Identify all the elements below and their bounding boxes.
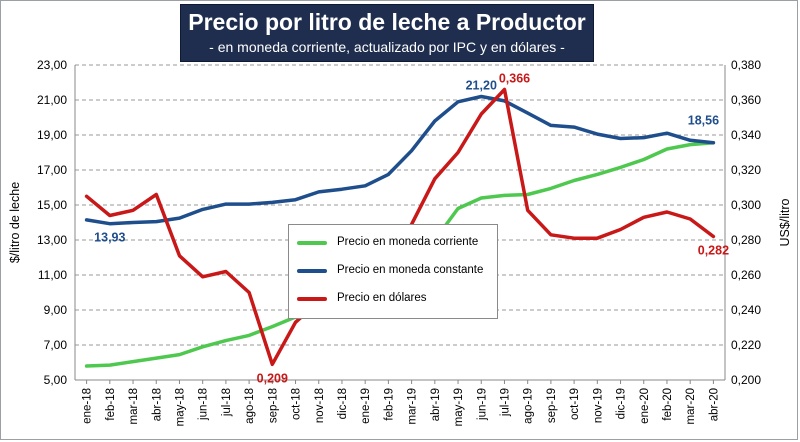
- data-label: 0,209: [257, 371, 288, 385]
- x-tick-label: may-18: [174, 388, 186, 426]
- x-tick-label: ene-18: [82, 388, 94, 424]
- legend-item-corriente: Precio en moneda corriente: [295, 234, 495, 252]
- y-right-tick-label: 0,320: [731, 163, 761, 177]
- y-axis-right-title: US$/litro: [778, 198, 792, 246]
- y-left-tick-label: 9,00: [44, 303, 68, 317]
- x-tick-label: feb-19: [383, 388, 395, 421]
- x-tick-label: may-19: [453, 388, 465, 426]
- x-tick-label: dic-19: [616, 388, 628, 419]
- x-tick-label: mar-20: [685, 388, 697, 424]
- y-right-tick-label: 0,280: [731, 233, 761, 247]
- y-left-tick-label: 19,00: [37, 128, 67, 142]
- data-label: 18,56: [688, 114, 719, 128]
- x-tick-label: mar-19: [407, 388, 419, 424]
- x-tick-label: ene-19: [360, 388, 372, 424]
- x-tick-label: oct-19: [569, 388, 581, 420]
- x-tick-label: sep-19: [546, 388, 558, 423]
- data-label: 21,20: [466, 79, 497, 93]
- chart-subtitle: - en moneda corriente, actualizado por I…: [209, 39, 565, 55]
- y-right-tick-label: 0,220: [731, 338, 761, 352]
- y-left-tick-label: 17,00: [37, 163, 67, 177]
- x-tick-label: ago-19: [523, 388, 535, 424]
- legend-label-constante: Precio en moneda constante: [337, 264, 484, 276]
- y-right-tick-label: 0,360: [731, 93, 761, 107]
- legend-swatch-dolares: [297, 297, 327, 301]
- x-tick-label: dic-18: [337, 388, 349, 419]
- x-tick-label: mar-18: [128, 388, 140, 424]
- legend-label-corriente: Precio en moneda corriente: [337, 236, 479, 248]
- y-left-tick-label: 15,00: [37, 198, 67, 212]
- legend-swatch-constante: [297, 269, 327, 273]
- series-line-1: [84, 94, 716, 226]
- x-tick-label: nov-18: [314, 388, 326, 423]
- y-right-tick-label: 0,240: [731, 303, 761, 317]
- x-tick-label: abr-18: [151, 388, 163, 421]
- x-tick-label: nov-19: [592, 388, 604, 423]
- x-tick-label: feb-20: [662, 388, 674, 421]
- y-right-tick-label: 0,380: [731, 58, 761, 72]
- legend-swatch-corriente: [297, 241, 327, 245]
- y-right-tick-label: 0,200: [731, 373, 761, 387]
- data-label: 0,282: [698, 244, 729, 258]
- title-box: Precio por litro de leche a Productor - …: [180, 4, 594, 62]
- x-tick-label: ago-18: [244, 388, 256, 424]
- legend-item-constante: Precio en moneda constante: [295, 262, 495, 280]
- data-label: 13,93: [94, 231, 125, 245]
- y-axis-left-title: $/litro de leche: [8, 182, 22, 263]
- x-tick-label: jul-18: [221, 388, 233, 417]
- data-label: 0,366: [499, 72, 530, 86]
- y-left-tick-label: 21,00: [37, 93, 67, 107]
- y-left-tick-label: 13,00: [37, 233, 67, 247]
- chart-title: Precio por litro de leche a Productor: [188, 9, 586, 35]
- x-tick-label: abr-20: [708, 388, 720, 421]
- x-tick-label: feb-18: [105, 388, 117, 421]
- x-tick-label: abr-19: [430, 388, 442, 421]
- legend-item-dolares: Precio en dólares: [295, 290, 495, 308]
- x-tick-label: oct-18: [291, 388, 303, 420]
- legend-label-dolares: Precio en dólares: [337, 292, 427, 304]
- y-left-tick-label: 5,00: [44, 373, 68, 387]
- legend: Precio en moneda corriente Precio en mon…: [288, 224, 498, 319]
- x-tick-label: jun-19: [476, 388, 488, 421]
- y-left-tick-label: 7,00: [44, 338, 68, 352]
- y-left-tick-label: 11,00: [38, 268, 67, 282]
- y-left-tick-label: 23,00: [37, 58, 67, 72]
- x-tick-label: ene-20: [639, 388, 651, 424]
- x-tick-label: sep-18: [267, 388, 279, 423]
- y-right-tick-label: 0,340: [731, 128, 761, 142]
- x-tick-label: jun-18: [198, 388, 210, 421]
- y-right-tick-label: 0,300: [731, 198, 761, 212]
- y-right-tick-label: 0,260: [731, 268, 761, 282]
- x-tick-label: jul-19: [499, 388, 511, 417]
